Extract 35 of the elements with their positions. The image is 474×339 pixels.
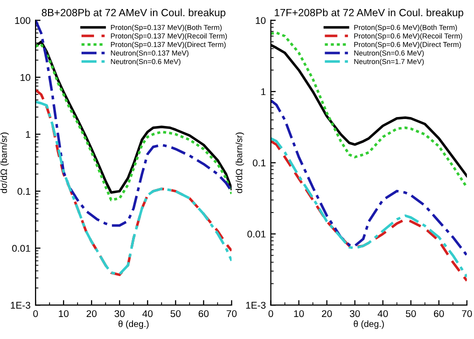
x-tick-label: 50 xyxy=(170,310,181,318)
y-tick-label: 0.01 xyxy=(12,244,30,252)
x-tick-label: 70 xyxy=(462,310,472,318)
chart-title: 8B+208Pb at 72 AMeV in Coul. breakup xyxy=(42,8,226,18)
x-tick-label: 50 xyxy=(406,310,416,318)
y-tick-label: 0.1 xyxy=(18,188,30,195)
x-tick-label: 30 xyxy=(114,310,125,318)
x-tick-label: 10 xyxy=(58,310,69,318)
y-tick-label: 0.1 xyxy=(252,159,266,166)
y-tick-label: 1E-3 xyxy=(246,302,266,309)
y-axis-title: dσ/dΩ (barn/sr) xyxy=(236,132,244,194)
y-axis-title: dσ/dΩ (barn/sr) xyxy=(0,132,9,194)
x-tick-label: 20 xyxy=(322,310,332,318)
x-tick-label: 20 xyxy=(86,310,97,318)
line-series xyxy=(36,20,232,227)
x-tick-label: 0 xyxy=(33,310,38,318)
x-axis-title: θ (deg.) xyxy=(118,320,149,329)
x-tick-label: 10 xyxy=(294,310,304,318)
y-tick-label: 1E-3 xyxy=(10,302,30,309)
line-series xyxy=(270,99,467,257)
chart-title: 17F+208Pb at 72 AMeV in Coul. breakup xyxy=(274,8,464,18)
x-tick-label: 40 xyxy=(378,310,388,318)
x-tick-label: 40 xyxy=(142,310,153,318)
y-tick-label: 100 xyxy=(15,17,30,24)
y-tick-label: 0.01 xyxy=(247,230,266,238)
x-tick-label: 30 xyxy=(350,310,360,318)
x-tick-label: 60 xyxy=(198,310,209,318)
x-tick-label: 70 xyxy=(226,310,237,318)
y-tick-label: 1 xyxy=(26,131,30,138)
x-tick-label: 60 xyxy=(434,310,444,318)
x-tick-label: 0 xyxy=(268,310,274,318)
y-tick-label: 10 xyxy=(20,74,30,81)
x-axis-title: θ (deg.) xyxy=(354,320,384,329)
y-tick-label: 1 xyxy=(261,88,266,96)
y-tick-label: 10 xyxy=(256,17,266,24)
